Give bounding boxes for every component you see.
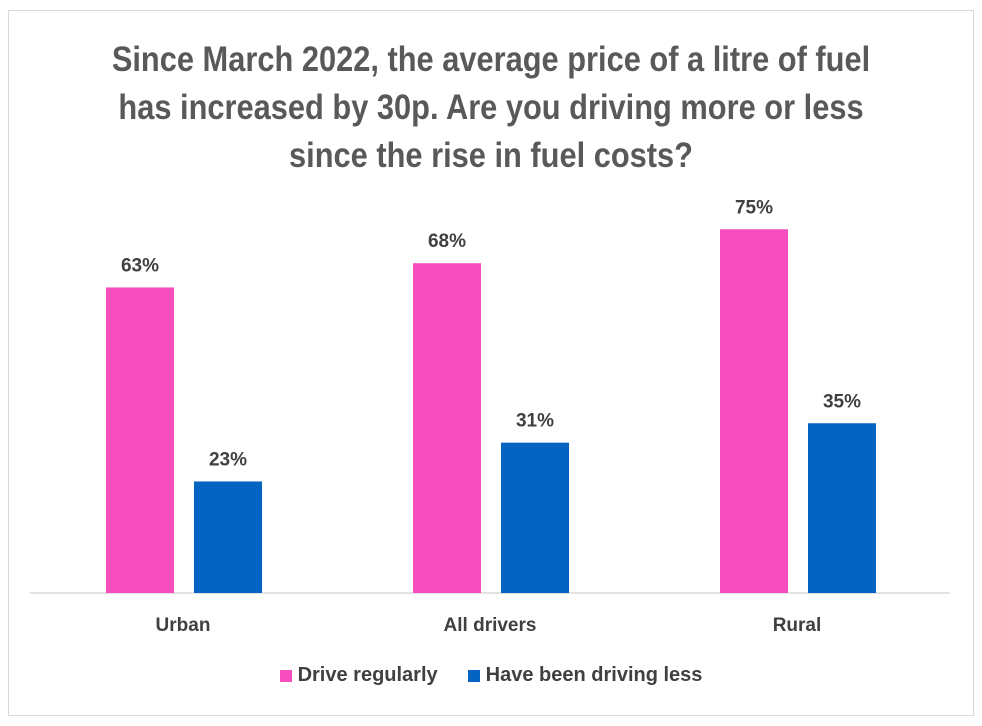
category-label-2: Rural: [773, 615, 822, 636]
bars-group: [106, 229, 876, 593]
data-label-driving-less-1: 31%: [516, 411, 554, 432]
bar-driving-less-1: [501, 442, 569, 593]
data-label-drive-regularly-2: 75%: [735, 197, 773, 218]
bar-drive-regularly-1: [413, 263, 481, 593]
bar-driving-less-0: [194, 481, 262, 593]
category-label-1: All drivers: [444, 615, 537, 636]
legend-label-drive-regularly: Drive regularly: [297, 664, 438, 686]
category-labels-group: Urban All drivers Rural: [156, 615, 822, 636]
chart-title: Since March 2022, the average price of a…: [111, 40, 871, 175]
bar-driving-less-2: [808, 423, 876, 593]
bar-drive-regularly-0: [106, 287, 174, 593]
data-label-driving-less-2: 35%: [823, 391, 861, 412]
category-label-0: Urban: [156, 615, 211, 636]
legend-swatch-drive-regularly: [279, 669, 292, 682]
data-labels-group: 63% 68% 75% 23% 31% 35%: [121, 197, 861, 470]
legend-label-driving-less: Have been driving less: [485, 664, 703, 686]
legend-item-drive-regularly: Drive regularly: [279, 664, 438, 687]
data-label-drive-regularly-0: 63%: [121, 255, 159, 276]
data-label-driving-less-0: 23%: [209, 449, 247, 470]
bar-drive-regularly-2: [720, 229, 788, 593]
legend-item-driving-less: Have been driving less: [467, 664, 703, 687]
legend-swatch-driving-less: [467, 669, 480, 682]
legend: Drive regularly Have been driving less: [0, 664, 982, 687]
data-label-drive-regularly-1: 68%: [428, 231, 466, 252]
